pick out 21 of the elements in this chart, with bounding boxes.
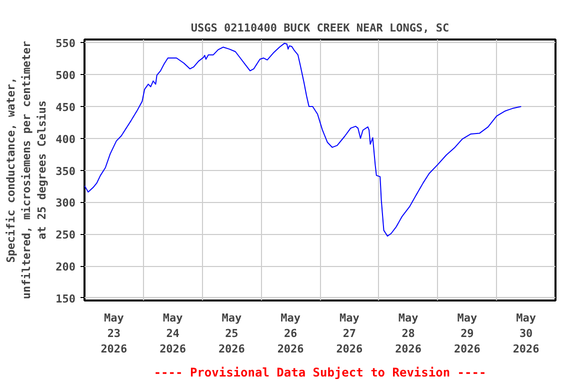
x-tick-label: May 26 2026	[277, 312, 304, 356]
x-tick-label: May 24 2026	[160, 312, 186, 356]
x-tick-label: May 30 2026	[512, 312, 540, 356]
x-tick-label: May 25 2026	[218, 312, 246, 356]
x-tick-label: May 28 2026	[395, 312, 422, 356]
y-tick-label: 400	[56, 132, 76, 146]
y-axis-title: Specific conductance, water, unfiltered, microsiemens per centimeter at 25 degrees Celsius	[4, 40, 49, 300]
y-tick-label: 150	[56, 292, 76, 306]
y-tick-label: 450	[56, 101, 76, 114]
x-tick-label: May 29 2026	[454, 312, 481, 356]
text: ---- Provisional Data Subject to Revision ----	[154, 366, 486, 380]
y-tick-label: 300	[56, 196, 76, 210]
x-tick-label: May 23 2026	[100, 312, 128, 356]
x-tick-label: May 27 2026	[336, 312, 364, 356]
y-tick-label: 350	[56, 164, 76, 178]
y-tick-label: 550	[56, 37, 76, 50]
y-tick-label: 250	[56, 228, 76, 242]
y-tick-label: 500	[56, 69, 76, 82]
line-series	[84, 42, 522, 237]
chart-title: USGS 02110400 BUCK CREEK NEAR LONGS, SC	[190, 22, 450, 34]
y-tick-label: 200	[56, 260, 76, 274]
